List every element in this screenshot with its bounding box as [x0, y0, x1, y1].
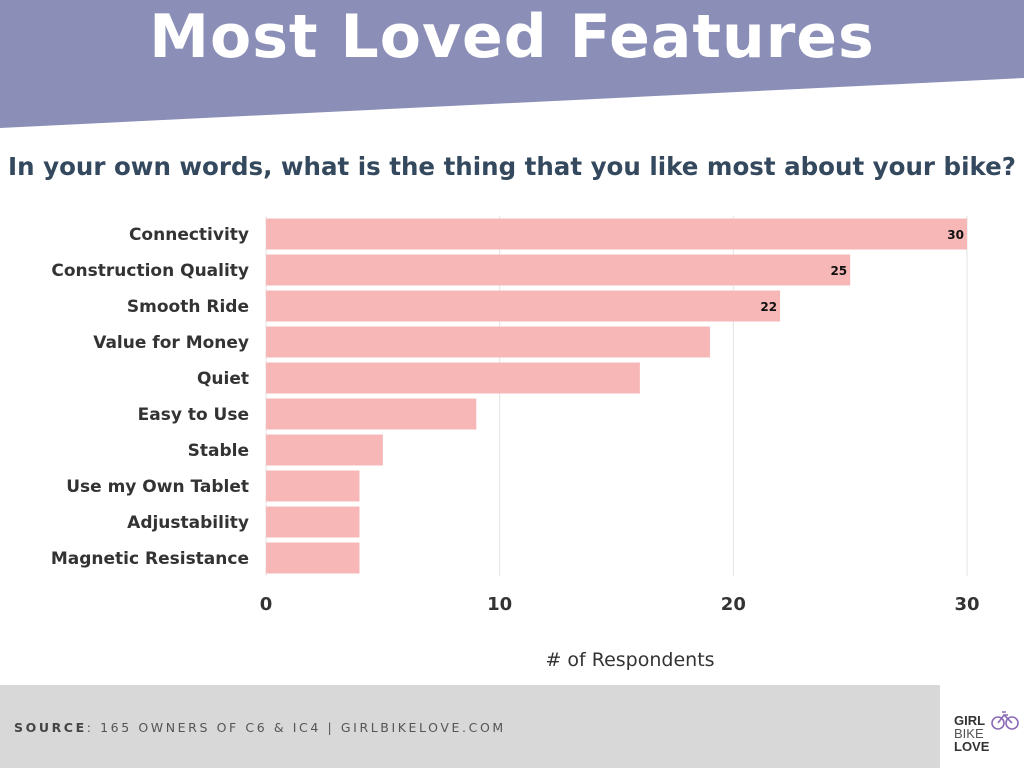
x-axis-label: # of Respondents — [545, 649, 714, 671]
bar — [266, 398, 477, 430]
category-label: Stable — [188, 441, 249, 461]
source-note: SOURCE: 165 OWNERS OF C6 & IC4 | GIRLBIK… — [14, 720, 506, 735]
bar — [266, 434, 383, 466]
bar — [266, 326, 710, 358]
data-label: 25 — [830, 264, 847, 278]
data-label: 22 — [760, 300, 777, 314]
source-label: SOURCE — [14, 720, 87, 735]
bar-chart: Connectivity 30 Construction Quality 25 Smoo… — [51, 216, 980, 671]
bar — [266, 470, 360, 502]
category-label: Smooth Ride — [127, 297, 249, 317]
bar — [266, 254, 851, 286]
bar — [266, 506, 360, 538]
x-tick-label: 0 — [260, 594, 273, 615]
title-banner — [0, 0, 1024, 128]
category-label: Adjustability — [127, 513, 249, 533]
category-label: Use my Own Tablet — [66, 477, 249, 497]
logo-text-bike: BIKE — [954, 726, 984, 741]
page-title: Most Loved Features — [149, 2, 875, 72]
logo-text-love: LOVE — [954, 739, 990, 754]
category-label: Value for Money — [93, 333, 249, 353]
category-label: Easy to Use — [138, 405, 249, 425]
bicycle-icon — [991, 711, 1019, 730]
logo-mark: GIRL BIKE LOVE — [954, 711, 1019, 754]
data-label: 30 — [947, 228, 964, 242]
x-tick-label: 20 — [721, 594, 746, 615]
bar — [266, 290, 781, 322]
category-label: Quiet — [197, 369, 249, 389]
category-label: Connectivity — [129, 225, 249, 245]
bar — [266, 362, 640, 394]
bar — [266, 542, 360, 574]
source-text: : 165 OWNERS OF C6 & IC4 | GIRLBIKELOVE.… — [86, 720, 506, 735]
logo-text-girl: GIRL — [954, 713, 985, 728]
x-tick-label: 30 — [954, 594, 979, 615]
girlbikelove-logo: GIRL BIKE LOVE — [941, 685, 1024, 768]
footer-bar: SOURCE: 165 OWNERS OF C6 & IC4 | GIRLBIK… — [0, 685, 940, 768]
category-label: Magnetic Resistance — [51, 549, 249, 569]
bar — [266, 218, 967, 250]
chart-question: In your own words, what is the thing tha… — [8, 152, 1016, 181]
category-label: Construction Quality — [51, 261, 249, 281]
x-tick-label: 10 — [487, 594, 512, 615]
